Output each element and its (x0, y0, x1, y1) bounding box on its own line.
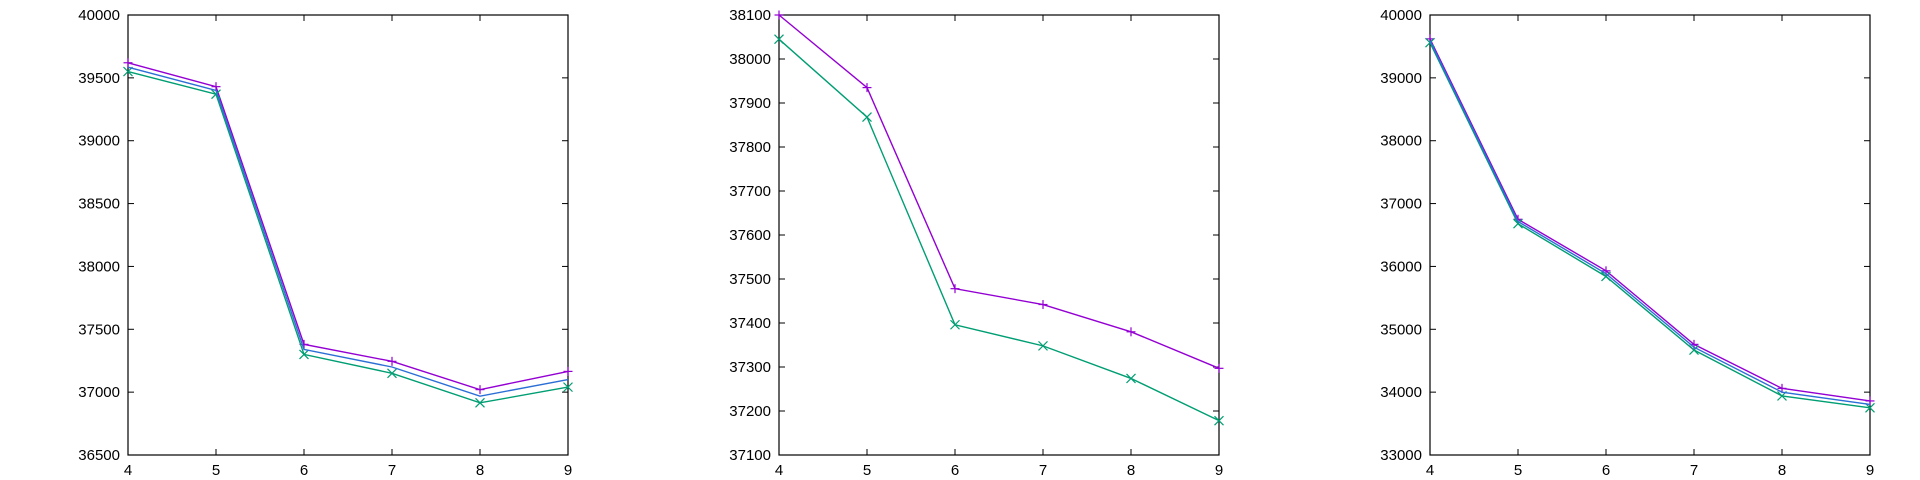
data-point-middle-0 (862, 83, 872, 93)
y-tick-label-left: 38000 (78, 258, 120, 275)
series-line-left-1 (127, 70, 569, 404)
x-tick-label-middle: 6 (951, 462, 959, 479)
data-point-middle-1 (774, 34, 784, 45)
data-point-left-0 (387, 356, 397, 366)
y-tick-label-left: 37000 (78, 384, 120, 401)
x-tick-label-left: 5 (212, 462, 220, 479)
y-tick-label-middle: 37200 (729, 403, 771, 420)
y-tick-label-middle: 38000 (729, 51, 771, 68)
x-tick-label-middle: 7 (1039, 462, 1047, 479)
series-line-right-0 (1429, 38, 1871, 402)
y-tick-label-right: 38000 (1380, 133, 1422, 150)
y-tick-label-middle: 37600 (729, 227, 771, 244)
data-point-middle-0 (1214, 363, 1224, 373)
y-tick-label-right: 34000 (1380, 384, 1422, 401)
x-tick-label-right: 6 (1602, 462, 1610, 479)
x-tick-label-right: 5 (1514, 462, 1522, 479)
x-tick-label-right: 7 (1690, 462, 1698, 479)
x-tick-label-right: 9 (1866, 462, 1874, 479)
data-point-middle-1 (1126, 373, 1136, 384)
data-point-right-1 (1865, 402, 1875, 413)
x-tick-label-left: 7 (388, 462, 396, 479)
data-point-middle-0 (1126, 327, 1136, 337)
y-tick-label-right: 33000 (1380, 447, 1422, 464)
y-tick-label-left: 38500 (78, 196, 120, 213)
data-point-middle-0 (950, 284, 960, 294)
series-line-right-1 (1429, 42, 1871, 409)
y-tick-label-left: 36500 (78, 447, 120, 464)
x-tick-label-middle: 8 (1127, 462, 1135, 479)
data-point-right-1 (1601, 271, 1611, 282)
plot-frame-right (1429, 14, 1871, 456)
data-point-left-1 (563, 382, 573, 393)
data-point-left-0 (211, 82, 221, 92)
data-point-middle-1 (862, 112, 872, 123)
y-tick-label-left: 39500 (78, 70, 120, 87)
y-tick-label-right: 39000 (1380, 70, 1422, 87)
series-line-left-2 (127, 66, 569, 397)
x-tick-label-left: 4 (124, 462, 132, 479)
y-tick-label-left: 37500 (78, 321, 120, 338)
y-tick-label-middle: 37400 (729, 315, 771, 332)
chart-panel-right: 33000 34000 35000 36000 37000 38000 39000 40000… (1380, 7, 1875, 479)
y-tick-label-left: 39000 (78, 133, 120, 150)
data-point-left-0 (123, 58, 133, 68)
y-tick-label-right: 36000 (1380, 258, 1422, 275)
data-point-middle-0 (774, 10, 784, 20)
data-point-left-0 (563, 366, 573, 376)
data-point-left-1 (475, 397, 485, 408)
x-tick-label-right: 8 (1778, 462, 1786, 479)
plot-frame-left (127, 14, 569, 456)
chart-panel-middle: 37100 37200 37300 37400 37500 37600 37700 37800… (729, 7, 1224, 479)
x-tick-label-left: 6 (300, 462, 308, 479)
y-tick-label-right: 40000 (1380, 7, 1422, 24)
data-point-right-1 (1689, 345, 1699, 355)
series-line-middle-1 (778, 38, 1220, 422)
series-line-right-2 (1429, 40, 1871, 406)
x-tick-label-right: 4 (1426, 462, 1434, 479)
y-tick-label-right: 35000 (1380, 321, 1422, 338)
series-line-middle-0 (778, 14, 1220, 369)
y-tick-label-middle: 37300 (729, 359, 771, 376)
y-tick-label-middle: 37800 (729, 139, 771, 156)
x-tick-label-middle: 5 (863, 462, 871, 479)
y-tick-label-right: 37000 (1380, 196, 1422, 213)
x-tick-label-left: 9 (564, 462, 572, 479)
x-tick-label-middle: 9 (1215, 462, 1223, 479)
data-point-middle-0 (1038, 300, 1048, 310)
y-tick-label-middle: 38100 (729, 7, 771, 24)
chart-panel-left: 36500 37000 37500 38000 38500 39000 39500 40000… (78, 7, 573, 479)
data-point-right-1 (1513, 218, 1523, 229)
y-tick-label-middle: 37900 (729, 95, 771, 112)
x-tick-label-middle: 4 (775, 462, 783, 479)
data-point-middle-1 (950, 319, 960, 330)
data-point-left-1 (387, 368, 397, 379)
series-line-left-0 (127, 62, 569, 391)
y-tick-label-middle: 37500 (729, 271, 771, 288)
y-tick-label-left: 40000 (78, 7, 120, 24)
data-point-middle-1 (1038, 340, 1048, 351)
x-tick-label-left: 8 (476, 462, 484, 479)
y-tick-label-middle: 37700 (729, 183, 771, 200)
data-point-middle-1 (1214, 415, 1224, 426)
y-tick-label-middle: 37100 (729, 447, 771, 464)
data-point-left-0 (475, 385, 485, 395)
data-point-left-1 (299, 349, 309, 360)
